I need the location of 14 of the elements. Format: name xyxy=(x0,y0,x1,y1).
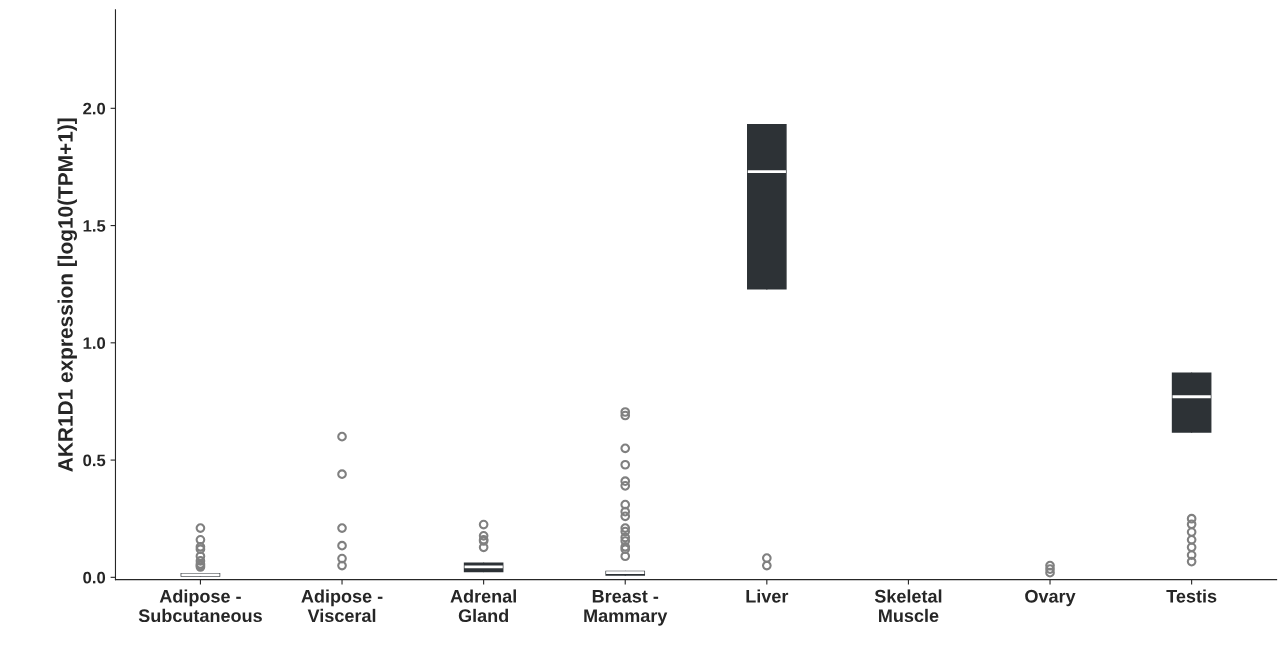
x-tick-label: Adipose - Subcutaneous xyxy=(138,589,262,623)
x-tick-label: Testis xyxy=(1166,589,1217,603)
x-tick-label: Skeletal Muscle xyxy=(874,589,942,623)
x-tick-label: Adipose - Visceral xyxy=(301,589,383,623)
y-tick-label: 1.5 xyxy=(83,220,106,232)
y-tick-label: 0.0 xyxy=(83,571,106,584)
x-tick-label: Adrenal Gland xyxy=(450,589,516,623)
x-tick-label: Breast - Mammary xyxy=(584,590,668,626)
y-tick-label: 1.0 xyxy=(83,337,106,350)
y-axis-title: AKR1D1 expression [log10(TPM+1)] xyxy=(57,118,78,472)
x-tick-label: Ovary xyxy=(1025,589,1076,607)
y-tick-label: 0.5 xyxy=(83,454,106,467)
y-tick-label: 2.0 xyxy=(83,102,106,115)
x-tick-label: Liver xyxy=(746,589,789,603)
